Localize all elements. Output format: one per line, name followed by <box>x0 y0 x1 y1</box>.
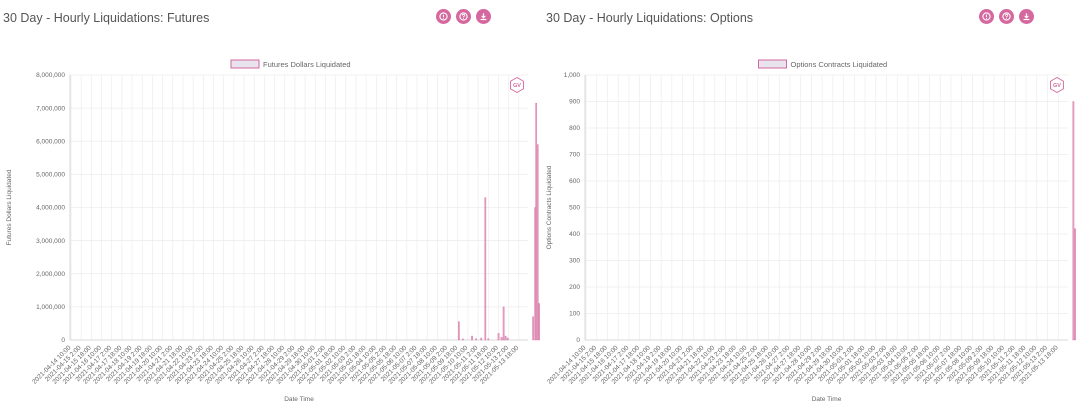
y-tick-label: 500 <box>569 205 580 212</box>
legend-swatch <box>230 59 260 69</box>
data-bar <box>504 335 507 341</box>
data-bar <box>497 333 500 341</box>
y-tick-label: 0 <box>576 337 580 344</box>
logo-text: GV <box>1053 83 1061 89</box>
y-tick-label: 1,000,000 <box>36 304 65 311</box>
y-tick-label: 4,000,000 <box>36 205 65 212</box>
download-icon[interactable] <box>1019 9 1034 24</box>
data-bar <box>484 197 487 341</box>
data-bar <box>532 316 534 341</box>
data-bar <box>475 338 477 341</box>
options-chart-panel: 30 Day - Hourly Liquidations: Options 0 1… <box>540 0 1080 407</box>
legend-label: Futures Dollars Liquidated <box>263 60 351 69</box>
y-tick-label: 300 <box>569 258 580 265</box>
data-bar <box>1072 101 1075 341</box>
data-bar <box>536 144 539 341</box>
data-bar <box>506 337 509 341</box>
data-bar <box>462 338 464 341</box>
y-tick-label: 800 <box>569 125 580 132</box>
y-axis-title: Options Contracts Liquidated <box>546 165 553 249</box>
y-tick-label: 2,000,000 <box>36 271 65 278</box>
legend-swatch <box>758 59 787 69</box>
futures-chart-panel: 30 Day - Hourly Liquidations: Futures 0 1… <box>3 9 540 403</box>
data-bar <box>500 337 503 341</box>
info-icon[interactable] <box>979 9 994 24</box>
chart-title: 30 Day - Hourly Liquidations: Options <box>546 11 754 25</box>
y-tick-label: 900 <box>569 99 580 106</box>
y-tick-label: 7,000,000 <box>36 105 65 112</box>
y-axis-title: Futures Dollars Liquidated <box>6 169 13 245</box>
data-bar <box>480 337 483 341</box>
futures-bar-chart: 0 1,000,000 2,000,000 3,000,000 4,000,000 5,0… <box>6 59 540 403</box>
y-tick-label: 200 <box>569 284 580 291</box>
y-tick-label: 3,000,000 <box>36 238 65 245</box>
y-tick-label: 0 <box>61 337 65 344</box>
y-tick-label: 8,000,000 <box>36 72 65 79</box>
legend-label: Options Contracts Liquidated <box>791 60 888 69</box>
y-tick-label: 5,000,000 <box>36 172 65 179</box>
data-bar <box>458 321 460 341</box>
y-tick-label: 700 <box>569 152 580 159</box>
download-icon[interactable] <box>476 9 491 24</box>
y-tick-label: 600 <box>569 178 580 185</box>
data-bar <box>538 303 540 341</box>
info-icon[interactable] <box>436 9 451 24</box>
logo-hexagon <box>1050 76 1064 94</box>
data-bar <box>1074 228 1076 341</box>
y-tick-label: 6,000,000 <box>36 138 65 145</box>
logo-text: GV <box>513 83 521 89</box>
x-axis-title: Date Time <box>284 396 314 403</box>
options-bar-chart: 01002003004005006007008009001,0002021-04… <box>546 59 1076 403</box>
data-bar <box>471 335 473 341</box>
y-tick-label: 1,000 <box>564 72 581 79</box>
help-icon[interactable] <box>999 9 1014 24</box>
data-bar <box>502 306 505 341</box>
chart-title: 30 Day - Hourly Liquidations: Futures <box>3 11 210 25</box>
x-axis-title: Date Time <box>812 396 842 403</box>
y-tick-label: 100 <box>569 311 580 318</box>
y-tick-label: 400 <box>569 231 580 238</box>
data-bar <box>487 338 490 341</box>
logo-hexagon <box>510 76 524 94</box>
help-icon[interactable] <box>456 9 471 24</box>
data-bar <box>535 102 538 341</box>
